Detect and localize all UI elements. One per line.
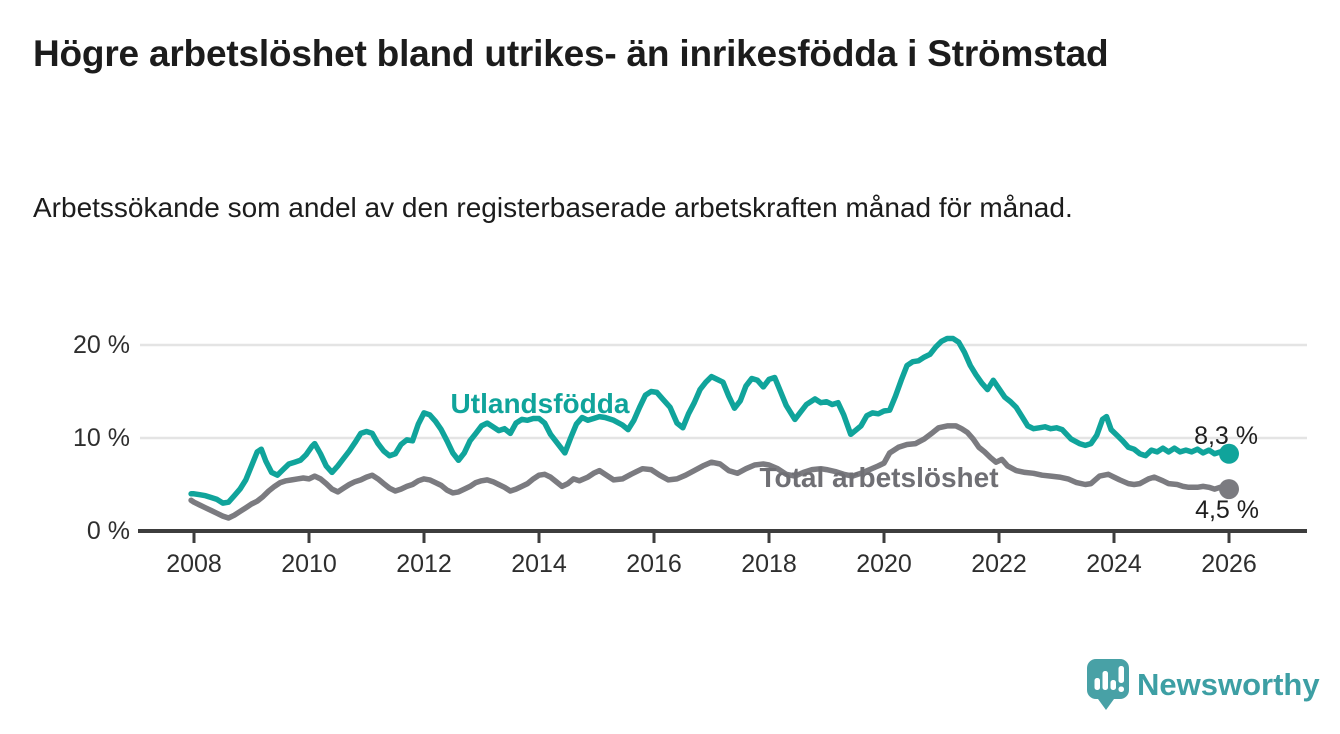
logo-bar-chart-icon: [1094, 666, 1124, 692]
x-tick-2024: 2024: [1086, 550, 1142, 578]
line-utlandsfodda: [188, 335, 1232, 506]
end-dot-utlandsfodda: [1219, 443, 1239, 464]
x-tick-2022: 2022: [971, 550, 1027, 578]
x-axis-ticks: [192, 531, 1231, 543]
brand-footer: Newsworthy: [1087, 659, 1320, 710]
y-tick-label-10: 10 %: [73, 424, 130, 452]
page-title: Högre arbetslöshet bland utrikes- än inr…: [33, 33, 1109, 74]
x-tick-2012: 2012: [396, 550, 452, 578]
y-tick-label-0: 0 %: [87, 517, 130, 545]
x-tick-2018: 2018: [741, 550, 797, 578]
series-label-utlandsfodda: Utlandsfödda: [451, 388, 630, 419]
series-label-total-arbetsloshet: Total arbetslöshet: [759, 462, 998, 493]
x-tick-2010: 2010: [281, 550, 337, 578]
x-tick-2008: 2008: [166, 550, 222, 578]
x-tick-2014: 2014: [511, 550, 567, 578]
brand-name: Newsworthy: [1137, 667, 1320, 702]
line-total-arbetsloshet: [188, 423, 1232, 521]
end-value-total-arbetsloshet: 4,5 %: [1195, 496, 1259, 524]
newsworthy-logo-icon: [1087, 659, 1129, 710]
x-axis-labels: 2008 2010 2012 2014 2016 2018 2020 2022 …: [166, 550, 1257, 578]
end-value-utlandsfodda: 8,3 %: [1194, 422, 1258, 450]
end-dot-total-arbetsloshet: [1219, 479, 1239, 500]
chart-subtitle: Arbetssökande som andel av den registerb…: [33, 192, 1073, 223]
x-tick-2026: 2026: [1201, 550, 1257, 578]
y-tick-label-20: 20 %: [73, 331, 130, 359]
x-tick-2016: 2016: [626, 550, 682, 578]
x-tick-2020: 2020: [856, 550, 912, 578]
